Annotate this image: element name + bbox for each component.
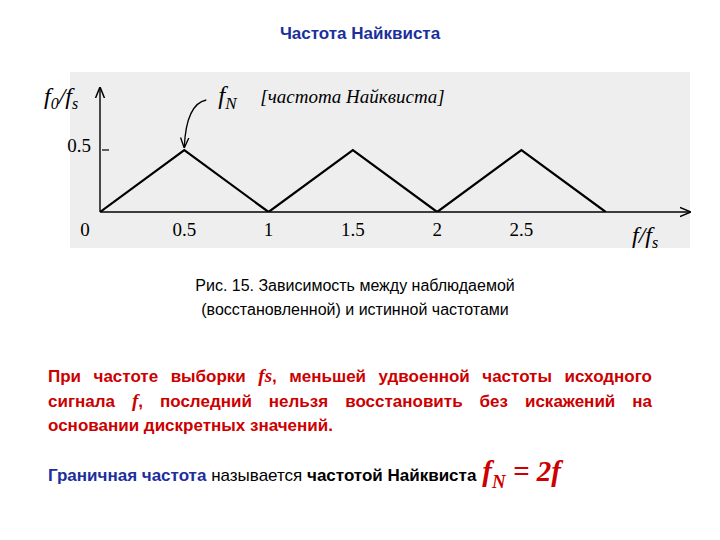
y-axis xyxy=(99,88,100,212)
x-axis-label: f/fs xyxy=(632,222,658,251)
chart-background xyxy=(70,72,690,248)
data-line xyxy=(100,150,606,212)
caption-line: Рис. 15. Зависимость между наблюдаемой xyxy=(130,274,580,298)
formula-part: = 2f xyxy=(506,455,561,487)
formula-part: f xyxy=(482,455,492,487)
x-tick-label: 0 xyxy=(80,219,90,240)
annotation-note: [частота Найквиста] xyxy=(260,86,444,107)
plot-area xyxy=(100,150,606,212)
x-tick-label: 0.5 xyxy=(172,219,196,240)
definition-text: называется xyxy=(206,466,307,485)
y-axis-label-part: 0 xyxy=(51,95,59,112)
y-tick xyxy=(102,149,109,150)
x-axis xyxy=(100,211,690,212)
statement: При частоте выборки fs, меньшей удвоенно… xyxy=(48,364,652,438)
caption-line: (восстановленной) и истинной частотами xyxy=(130,298,580,322)
title: Частота Найквиста xyxy=(0,24,720,44)
y-axis-label-part: s xyxy=(72,95,78,112)
term: Граничная частота xyxy=(48,466,206,485)
term-name: частотой Найквиста xyxy=(307,466,476,485)
y-tick-label: 0.5 xyxy=(67,135,91,156)
x-tick-label: 2.5 xyxy=(510,219,534,240)
chart: 00.511.522.50.5f0/fsf/fsfN[частота Найкв… xyxy=(0,0,720,540)
x-tick-label: 1.5 xyxy=(341,219,365,240)
x-tick-label: 1 xyxy=(264,219,274,240)
x-tick-label: 2 xyxy=(432,219,442,240)
y-axis-label: f0/fs xyxy=(44,83,78,112)
statement-text: , последний нельзя восстановить без иска… xyxy=(48,392,652,435)
formula: fN = 2f xyxy=(482,455,560,487)
annotation-arrow xyxy=(184,100,206,147)
annotation-label: fN xyxy=(218,82,238,113)
x-axis-label-part: s xyxy=(652,234,658,251)
slide: 00.511.522.50.5f0/fsf/fsfN[частота Найкв… xyxy=(0,0,720,540)
formula-part: N xyxy=(492,471,506,492)
caption: Рис. 15. Зависимость между наблюдаемой(в… xyxy=(130,274,580,322)
variable: fs xyxy=(258,365,272,386)
definition: Граничная частота называется частотой На… xyxy=(48,455,708,493)
variable: f xyxy=(132,390,138,411)
statement-text: При частоте выборки xyxy=(48,367,258,386)
annotation-label-part: N xyxy=(224,94,238,113)
